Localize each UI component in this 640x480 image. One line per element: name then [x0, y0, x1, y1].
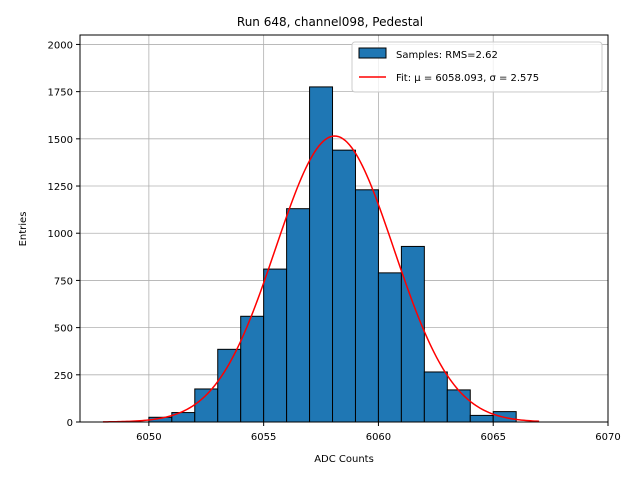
histogram-bar [354, 189, 379, 423]
y-tick-label: 1000 [48, 229, 73, 240]
x-axis-ticks: 6050 6055 6060 6065 6070 [136, 422, 621, 443]
histogram-bar [423, 371, 448, 423]
fit-curve-group [102, 135, 540, 423]
y-tick-label: 0 [67, 418, 73, 429]
y-axis-ticks: 0 250 500 750 1000 1250 1500 1750 2000 [48, 40, 80, 429]
histogram-bar [263, 268, 288, 423]
plot-frame [79, 34, 609, 423]
y-tick-label: 1500 [48, 135, 73, 146]
fit-curve [102, 135, 540, 423]
histogram-bar [446, 389, 471, 423]
histogram-bars [148, 86, 517, 423]
y-tick-label: 1750 [48, 88, 73, 99]
y-axis-title: Entries [18, 212, 29, 247]
x-axis-title: ADC Counts [314, 454, 374, 465]
legend-samples-label: Samples: RMS=2.62 [396, 50, 498, 61]
histogram-bar [217, 348, 242, 423]
x-tick-label: 6060 [366, 432, 391, 443]
histogram-bar [400, 245, 425, 423]
histogram-bar [332, 149, 356, 423]
y-tick-label: 750 [54, 276, 73, 287]
legend-samples-swatch [358, 47, 387, 59]
legend-fit-label: Fit: μ = 6058.093, σ = 2.575 [396, 73, 539, 84]
histogram-bar [286, 208, 311, 423]
histogram-bar [377, 272, 402, 423]
chart-title: Run 648, channel098, Pedestal [237, 15, 423, 29]
legend-box [351, 41, 603, 93]
y-tick-label: 2000 [48, 40, 73, 51]
x-tick-label: 6050 [136, 432, 161, 443]
x-tick-label: 6055 [251, 432, 276, 443]
x-tick-label: 6065 [480, 432, 505, 443]
x-tick-label: 6070 [595, 432, 620, 443]
histogram-bar [469, 414, 494, 423]
legend: Samples: RMS=2.62 Fit: μ = 6058.093, σ =… [351, 41, 603, 93]
y-tick-label: 1250 [48, 182, 73, 193]
y-tick-label: 250 [54, 371, 73, 382]
y-tick-label: 500 [54, 324, 73, 335]
